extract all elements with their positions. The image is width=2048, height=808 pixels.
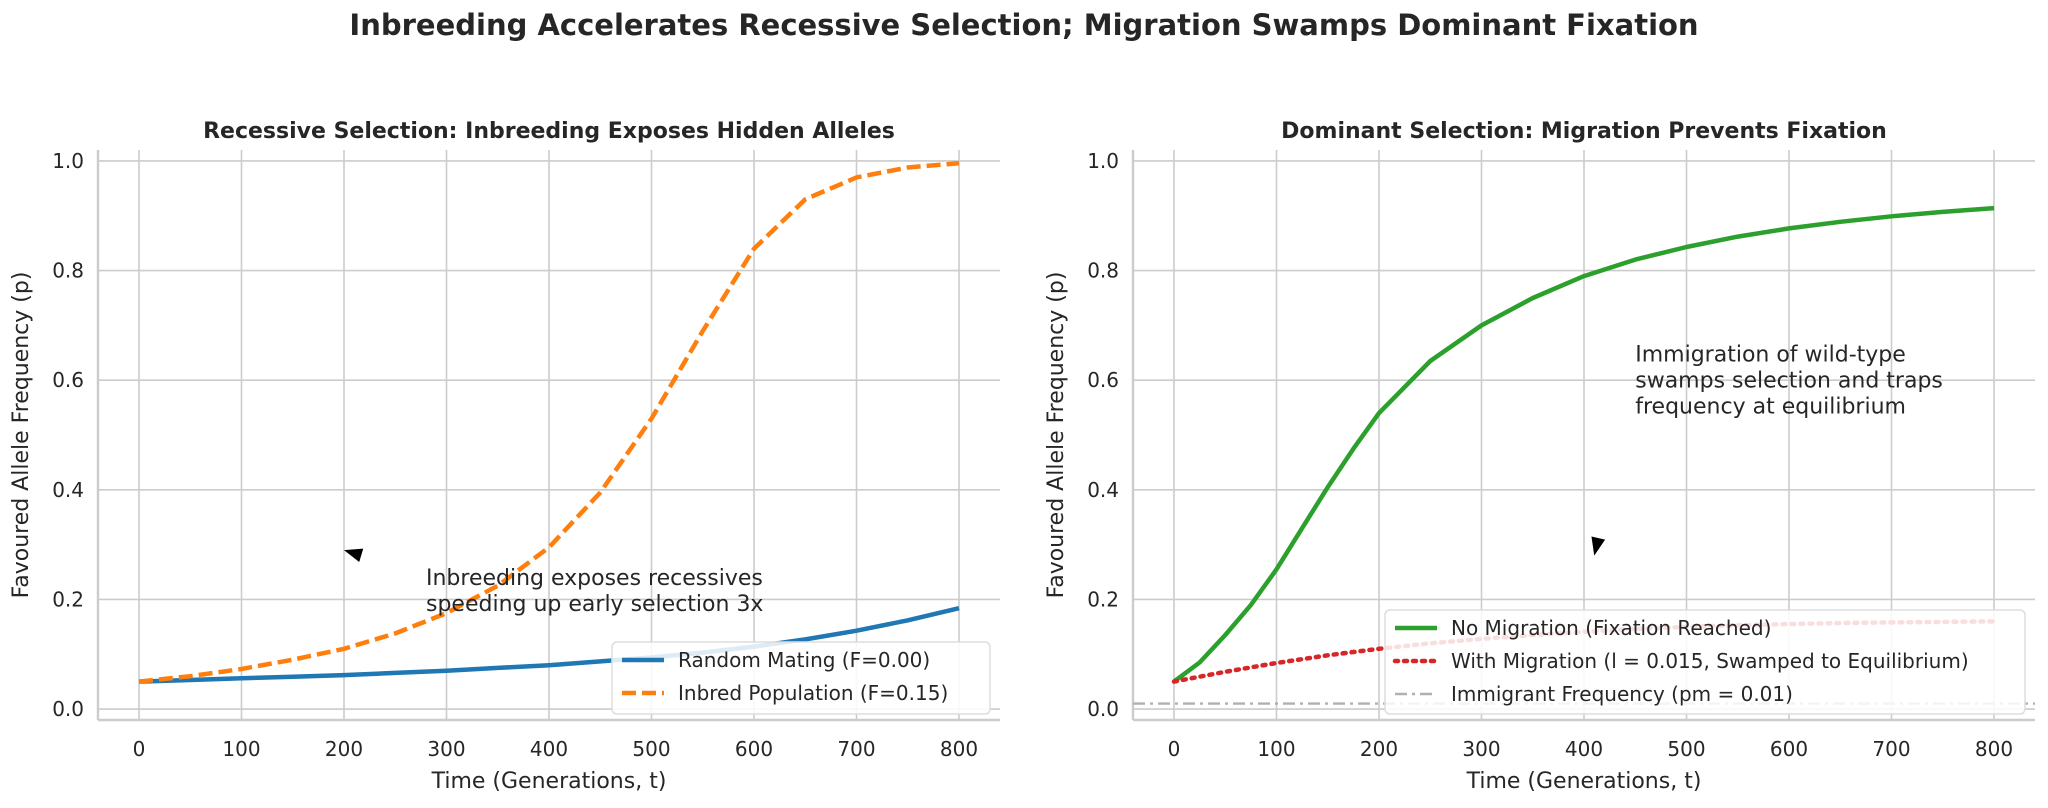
series-line-2 [138,160,960,684]
x-tick-label: 400 [1565,737,1603,761]
y-tick-label: 0.2 [52,587,84,611]
legend: No Migration (Fixation Reached) With Migr… [1384,609,2026,715]
x-tick-label: 300 [1462,737,1500,761]
series-group [138,160,960,684]
legend-label: With Migration (l = 0.015, Swamped to Eq… [1451,649,1969,673]
chart-title: Dominant Selection: Migration Prevents F… [1281,119,1887,144]
legend-label: Inbred Population (F=0.15) [678,681,948,705]
y-tick-label: 0.2 [1087,587,1119,611]
x-tick-label: 400 [530,737,568,761]
y-tick-label: 0.4 [52,478,84,502]
y-tick-label: 0.8 [1087,259,1119,283]
legend-label: Immigrant Frequency (pm = 0.01) [1451,682,1793,706]
annotation-text: swamps selection and traps [1635,369,1943,394]
x-tick-label: 0 [1168,737,1181,761]
annotation-arrowhead [1591,536,1606,556]
y-tick-label: 0.8 [52,259,84,283]
chart-panel-1: 0 100 200 300 400 500 600 700 800 0.0 0.2 0.4 0.6 0.8… [9,119,1000,794]
y-tick-label: 1.0 [52,149,84,173]
x-tick-label: 200 [325,737,363,761]
x-axis-label: Time (Generations, t) [1466,769,1702,794]
x-tick-label: 600 [1770,737,1808,761]
annotation-text: frequency at equilibrium [1635,395,1906,420]
annotation-text: speeding up early selection 3x [426,592,763,617]
x-tick-label: 700 [1872,737,1910,761]
x-tick-label: 100 [1257,737,1295,761]
y-axis-label: Favoured Allele Frequency (p) [9,272,34,599]
x-tick-label: 200 [1360,737,1398,761]
legend: Random Mating (F=0.00) Inbred Population … [611,641,991,715]
figure-title: Inbreeding Accelerates Recessive Selecti… [349,8,1699,42]
chart-title: Recessive Selection: Inbreeding Exposes … [203,119,895,144]
y-axis-label: Favoured Allele Frequency (p) [1044,272,1069,599]
y-tick-label: 0.0 [52,697,84,721]
x-tick-label: 0 [133,737,146,761]
x-tick-label: 100 [222,737,260,761]
chart-panel-2: 0 100 200 300 400 500 600 700 800 0.0 0.2 0.4 0.6 0.8… [1044,119,2035,794]
x-tick-label: 500 [632,737,670,761]
series-line-1 [1172,205,1995,684]
annotation-arrowhead [344,548,364,563]
annotation-text: Inbreeding exposes recessives [426,566,763,591]
y-tick-label: 0.6 [1087,368,1119,392]
legend-box [611,641,991,715]
legend-label: No Migration (Fixation Reached) [1451,616,1771,640]
series-line-1 [138,606,960,684]
x-tick-label: 600 [735,737,773,761]
x-tick-label: 800 [1975,737,2013,761]
y-tick-label: 1.0 [1087,149,1119,173]
x-axis-label: Time (Generations, t) [431,769,667,794]
y-tick-label: 0.4 [1087,478,1119,502]
x-tick-label: 700 [837,737,875,761]
x-tick-label: 800 [940,737,978,761]
x-tick-label: 300 [427,737,465,761]
y-tick-label: 0.6 [52,368,84,392]
x-tick-label: 500 [1667,737,1705,761]
legend-box [1384,609,2026,715]
annotation-text: Immigration of wild-type [1635,343,1906,368]
y-tick-label: 0.0 [1087,697,1119,721]
legend-label: Random Mating (F=0.00) [678,648,930,672]
